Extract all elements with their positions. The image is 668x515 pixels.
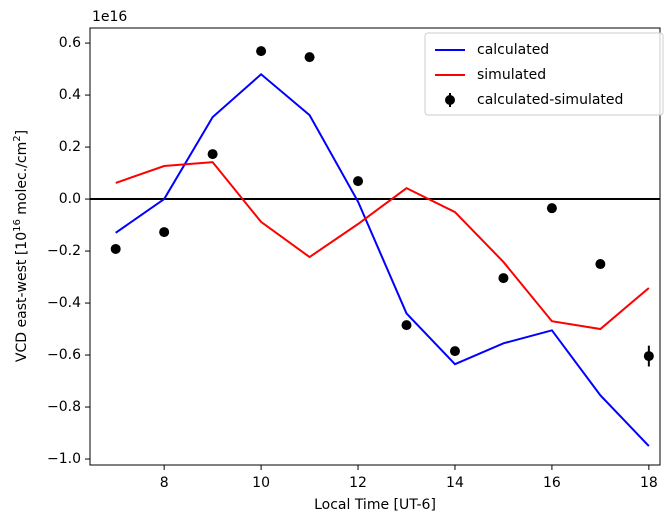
data-point [401, 320, 412, 331]
y-axis-label-part: ] [14, 130, 30, 135]
y-tick-label: 0.2 [59, 139, 81, 155]
y-tick-label: −0.8 [47, 399, 81, 415]
y-axis-label-part: 16 [12, 219, 23, 232]
x-tick-label: 10 [252, 475, 270, 491]
data-point [353, 176, 364, 187]
y-axis-label-part: 2 [12, 135, 23, 141]
data-point [546, 203, 557, 214]
data-point [449, 346, 460, 357]
x-tick-label: 8 [160, 475, 169, 491]
y-tick-label: −1.0 [47, 451, 81, 467]
y-tick-label: 0.6 [59, 35, 81, 51]
offset-text: 1e16 [92, 9, 127, 25]
data-point [643, 351, 654, 362]
x-axis-label: Local Time [UT-6] [314, 497, 436, 513]
y-axis-label-part: molec./cm [14, 142, 30, 219]
data-point [110, 243, 121, 254]
data-point [498, 273, 509, 284]
legend-swatch [445, 95, 455, 105]
legend-label: calculated [477, 42, 549, 58]
x-tick-label: 12 [349, 475, 367, 491]
series-line [115, 72, 650, 447]
legend-label: simulated [477, 67, 546, 83]
y-tick-label: −0.4 [47, 295, 81, 311]
legend-box [424, 32, 664, 116]
data-point [159, 227, 170, 238]
legend-label: calculated-simulated [477, 92, 623, 108]
y-tick-label: −0.6 [47, 347, 81, 363]
x-tick-label: 18 [640, 475, 658, 491]
plot-frame [89, 27, 661, 466]
data-point [595, 259, 606, 270]
data-point [304, 52, 315, 63]
x-tick-label: 16 [543, 475, 561, 491]
y-tick-label: −0.2 [47, 243, 81, 259]
data-point [256, 46, 267, 57]
y-tick-label: 0.4 [59, 87, 81, 103]
x-tick-label: 14 [446, 475, 464, 491]
series-line [115, 161, 650, 331]
y-tick-label: 0.0 [59, 191, 81, 207]
y-axis-label-part: VCD east-west [10 [14, 232, 30, 362]
y-axis-label: VCD east-west [1016 molec./cm2] [12, 130, 31, 362]
data-point [207, 149, 218, 160]
